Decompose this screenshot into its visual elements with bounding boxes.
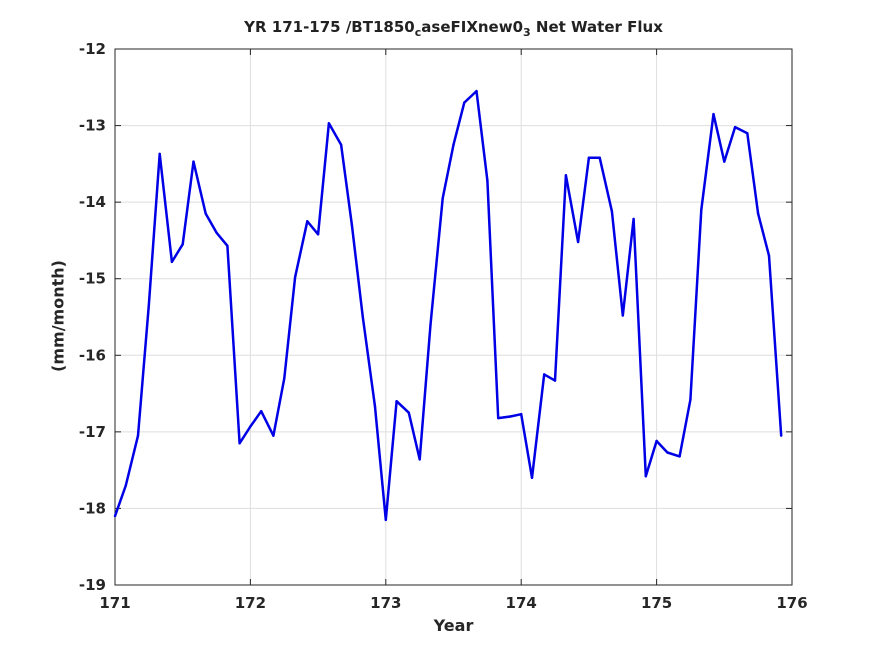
data-point [418, 458, 421, 461]
data-point [249, 425, 252, 428]
data-point [339, 143, 343, 146]
chart-title: YR 171-175 /BT1850caseFIXnew03 Net Water… [115, 18, 792, 39]
data-point [564, 174, 568, 177]
x-tick-label: 171 [99, 594, 130, 612]
data-point [361, 315, 364, 319]
data-point [621, 314, 624, 317]
data-point [170, 260, 174, 264]
data-point [746, 132, 749, 135]
data-point [497, 416, 500, 420]
data-point [147, 304, 150, 307]
y-tick-label: -17 [79, 423, 106, 441]
x-tick-label: 173 [370, 594, 401, 612]
x-tick-label: 174 [506, 594, 537, 612]
data-point [520, 413, 523, 416]
data-point [316, 233, 320, 236]
data-point [543, 373, 546, 376]
data-point [350, 223, 354, 227]
data-point [678, 455, 681, 458]
y-tick-label: -14 [79, 193, 106, 211]
data-point [666, 451, 669, 454]
data-point [373, 405, 377, 408]
data-point [215, 231, 218, 234]
series-line [113, 89, 783, 522]
y-axis-label: (mm/month) [48, 260, 68, 372]
data-point [463, 101, 466, 104]
data-point [441, 197, 444, 200]
title-subscript: 3 [523, 26, 531, 39]
data-point [204, 212, 207, 215]
y-tick-label: -16 [79, 346, 106, 364]
data-point [429, 323, 432, 326]
series-layer [113, 89, 783, 522]
y-tick-label: -19 [79, 576, 106, 594]
data-point [113, 514, 117, 518]
title-subscript: c [414, 26, 422, 39]
data-point [700, 208, 703, 211]
plot-area-frame [114, 48, 793, 586]
data-point [407, 411, 410, 414]
data-point [553, 379, 557, 382]
data-point [124, 484, 128, 487]
data-point [293, 276, 297, 279]
data-point [452, 143, 455, 146]
data-point [530, 476, 534, 479]
title-part: YR 171-175 /BT1850 [244, 18, 415, 36]
data-point [712, 112, 715, 116]
data-point [632, 217, 635, 221]
y-tick-label: -13 [79, 117, 106, 135]
data-point [181, 243, 184, 246]
title-part: aseFIXnew0 [421, 18, 524, 36]
data-point [756, 212, 760, 215]
data-point [192, 160, 195, 163]
data-point [610, 210, 614, 213]
data-point [272, 434, 275, 437]
data-point [780, 434, 783, 437]
data-point [395, 400, 398, 403]
data-point [226, 244, 229, 247]
data-point [327, 122, 331, 125]
data-point [689, 398, 692, 401]
axis-ticks: 171 172 173 174 175 176 -12 -13 -14 -15 -16 -17 -18 -… [79, 40, 808, 612]
y-tick-label: -12 [79, 40, 106, 58]
grid [114, 48, 793, 586]
data-point [655, 439, 658, 443]
data-point [486, 179, 489, 182]
data-point [644, 475, 647, 478]
data-point [475, 89, 478, 93]
data-point [587, 156, 591, 159]
x-tick-label: 176 [776, 594, 807, 612]
y-tick-label: -18 [79, 499, 106, 517]
data-point [260, 410, 263, 413]
data-point [158, 152, 161, 156]
data-point [598, 156, 601, 159]
x-axis-label: Year [433, 616, 474, 635]
data-point [576, 240, 580, 244]
data-point [733, 125, 737, 129]
data-point [384, 518, 387, 522]
data-point [509, 415, 512, 418]
x-tick-label: 175 [641, 594, 672, 612]
y-tick-label: -15 [79, 270, 106, 288]
data-point [238, 442, 241, 445]
title-part: Net Water Flux [530, 18, 663, 36]
x-tick-label: 172 [235, 594, 266, 612]
data-point [306, 220, 309, 223]
data-point [283, 377, 286, 380]
data-point [136, 434, 140, 437]
data-point [767, 254, 771, 257]
data-point [723, 160, 726, 163]
